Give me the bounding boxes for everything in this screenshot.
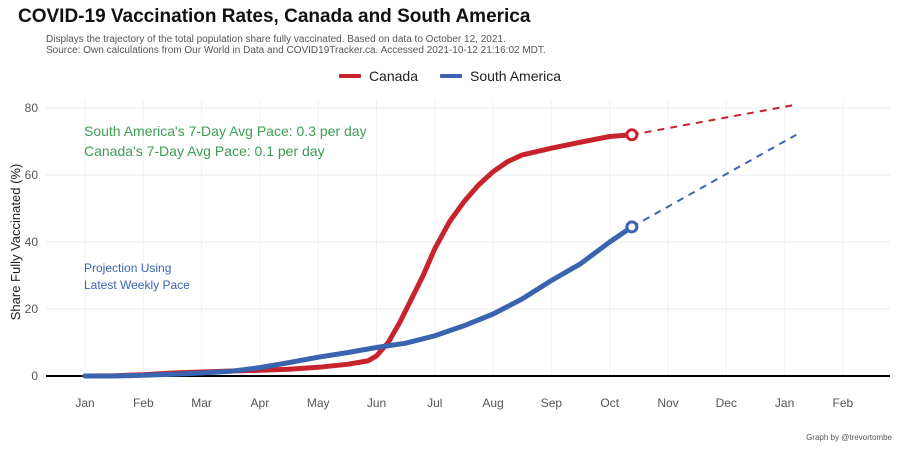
x-tick-label: Apr [251,396,270,410]
legend-label-canada: Canada [368,68,418,84]
y-axis-title: Share Fully Vaccinated (%) [8,164,23,321]
y-tick-label: 60 [25,168,39,182]
x-tick-label: Jun [367,396,386,410]
y-tick-label: 20 [25,302,39,316]
x-tick-label: Jan [775,396,794,410]
annotation-canada-pace: Canada's 7-Day Avg Pace: 0.1 per day [84,143,325,159]
graph-credit: Graph by @trevortombe [806,433,892,442]
x-tick-label: Feb [133,396,154,410]
projection-line-canada [631,103,797,136]
legend-item-south-america: South America [439,68,562,84]
x-tick-label: Jul [427,396,442,410]
y-tick-label: 80 [25,101,39,115]
x-tick-label: Feb [833,396,854,410]
y-axis-ticks: 0 20 40 60 80 [25,101,39,383]
x-tick-label: Mar [191,396,212,410]
x-axis-ticks: Jan Feb Mar Apr May Jun Jul Aug Sep Oct Nov Dec Jan F… [75,396,853,410]
series-lines [82,103,797,379]
x-tick-label: Nov [657,396,678,410]
chart-legend: Canada South America [0,68,900,84]
legend-label-south-america: South America [469,68,562,84]
x-tick-label: Sep [541,396,563,410]
x-tick-label: Aug [482,396,503,410]
legend-item-canada: Canada [338,68,418,84]
x-tick-label: May [307,396,330,410]
subtitle-description: Displays the trajectory of the total pop… [46,34,506,45]
x-tick-label: Dec [716,396,737,410]
endpoint-marker-canada [625,128,639,142]
legend-swatch-south-america [439,74,462,78]
annotation-south-america-pace: South America's 7-Day Avg Pace: 0.3 per … [84,123,367,139]
x-tick-label: Oct [600,396,619,410]
gridlines [46,100,890,376]
projection-line-south-america [631,133,797,228]
endpoint-marker-south-america [625,220,639,234]
y-tick-label: 0 [31,369,38,383]
x-tick-label: Jan [75,396,94,410]
chart-title: COVID-19 Vaccination Rates, Canada and S… [18,6,531,27]
legend-swatch-canada [338,74,361,78]
series-line-canada [82,132,635,379]
series-line-south-america [82,224,635,379]
chart-subtitle: Displays the trajectory of the total pop… [46,34,546,56]
annotation-projection-line1: Projection Using [84,261,171,275]
y-tick-label: 40 [25,235,39,249]
annotation-projection-line2: Latest Weekly Pace [84,278,190,292]
subtitle-source: Source: Own calculations from Our World … [46,45,546,56]
